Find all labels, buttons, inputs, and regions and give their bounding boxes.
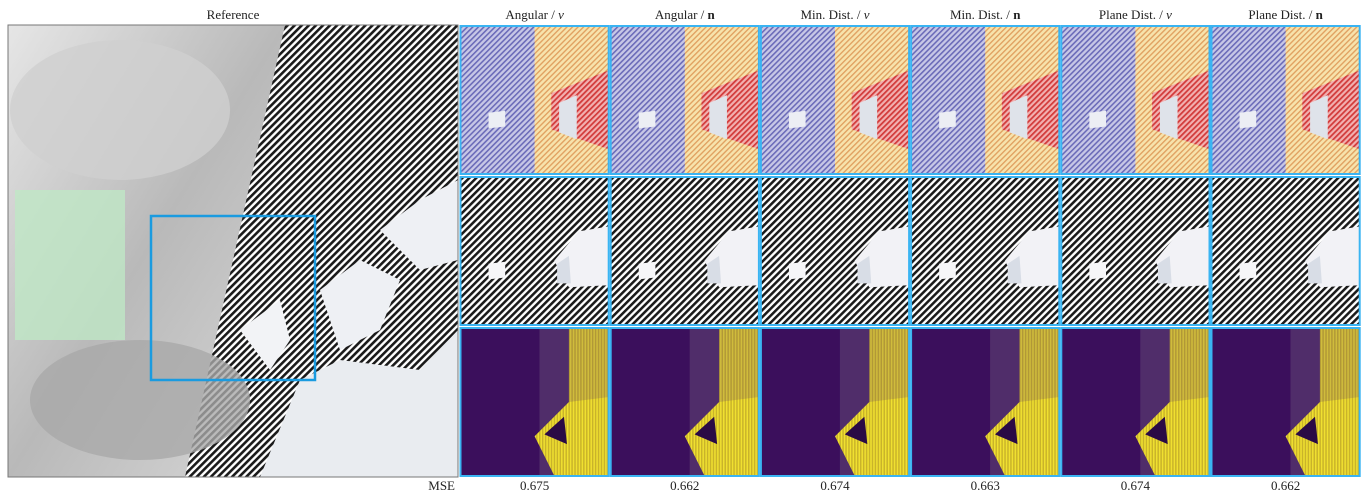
result-tile xyxy=(912,178,1059,325)
result-tile xyxy=(1062,178,1209,325)
mse-value: 0.662 xyxy=(670,478,699,493)
reference-label: Reference xyxy=(207,7,260,22)
symbol-label: v xyxy=(558,7,564,22)
result-tile xyxy=(1062,329,1209,476)
symbol-label: v xyxy=(1166,7,1172,22)
symbol-label: n xyxy=(1013,7,1021,22)
method-label: Plane Dist. / xyxy=(1099,7,1166,22)
result-tile xyxy=(762,178,909,325)
mse-value: 0.662 xyxy=(1271,478,1300,493)
method-label: Angular / xyxy=(505,7,558,22)
mse-value: 0.674 xyxy=(820,478,850,493)
mse-label: MSE xyxy=(428,478,455,493)
mse-value: 0.675 xyxy=(520,478,549,493)
column-header: Plane Dist. / n xyxy=(1248,7,1323,22)
method-label: Plane Dist. / xyxy=(1248,7,1315,22)
method-label: Angular / xyxy=(655,7,708,22)
symbol-label: v xyxy=(864,7,870,22)
result-tile xyxy=(611,178,758,325)
result-tile xyxy=(1212,27,1359,174)
column-header: Min. Dist. / v xyxy=(801,7,870,22)
symbol-label: n xyxy=(1316,7,1324,22)
result-tile xyxy=(461,178,608,325)
result-tile xyxy=(912,329,1059,476)
result-tile xyxy=(762,27,909,174)
result-tile xyxy=(912,27,1059,174)
result-tile xyxy=(611,329,758,476)
reference-image xyxy=(8,25,458,477)
mse-value: 0.663 xyxy=(971,478,1000,493)
figure: Reference MSE Angular / v 0.675 Angular / … xyxy=(0,0,1361,495)
result-tile xyxy=(461,329,608,476)
method-label: Min. Dist. / xyxy=(950,7,1013,22)
result-tile xyxy=(762,329,909,476)
result-tile xyxy=(611,27,758,174)
column-header: Angular / n xyxy=(655,7,716,22)
result-tile xyxy=(1212,178,1359,325)
result-tile xyxy=(1212,329,1359,476)
method-label: Min. Dist. / xyxy=(801,7,864,22)
column-header: Angular / v xyxy=(505,7,564,22)
mse-value: 0.674 xyxy=(1121,478,1151,493)
result-tile xyxy=(461,27,608,174)
column-header: Plane Dist. / v xyxy=(1099,7,1172,22)
result-tile xyxy=(1062,27,1209,174)
symbol-label: n xyxy=(708,7,716,22)
comparison-grid xyxy=(461,26,1360,476)
column-header: Min. Dist. / n xyxy=(950,7,1021,22)
